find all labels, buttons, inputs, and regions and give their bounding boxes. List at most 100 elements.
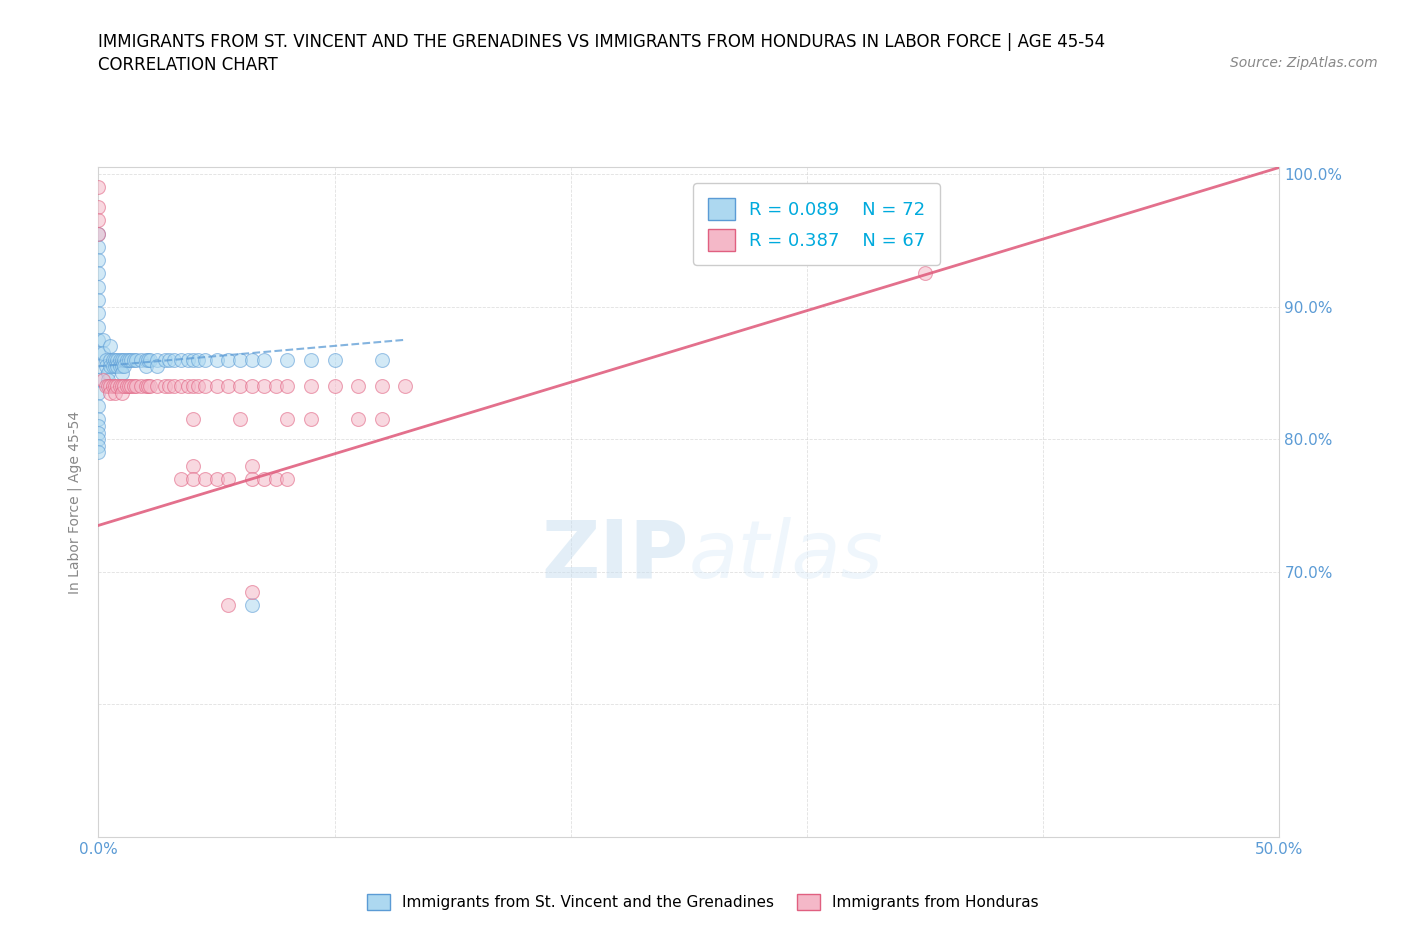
Text: IMMIGRANTS FROM ST. VINCENT AND THE GRENADINES VS IMMIGRANTS FROM HONDURAS IN LA: IMMIGRANTS FROM ST. VINCENT AND THE GREN… — [98, 33, 1105, 50]
Point — [136, 352, 159, 367]
Point — [121, 352, 143, 367]
Point — [299, 412, 322, 427]
Point — [87, 359, 110, 374]
Point — [98, 352, 121, 367]
Point — [87, 226, 110, 241]
Point — [98, 379, 121, 393]
Point — [98, 385, 121, 400]
Point — [101, 379, 124, 393]
Point — [98, 359, 121, 374]
Point — [118, 379, 141, 393]
Point — [91, 332, 114, 347]
Point — [276, 379, 298, 393]
Point — [87, 213, 110, 228]
Legend: R = 0.089    N = 72, R = 0.387    N = 67: R = 0.089 N = 72, R = 0.387 N = 67 — [693, 183, 939, 265]
Point — [108, 359, 131, 374]
Point — [105, 352, 128, 367]
Point — [87, 445, 110, 460]
Point — [87, 319, 110, 334]
Text: ZIP: ZIP — [541, 517, 689, 595]
Point — [97, 372, 120, 387]
Point — [108, 352, 131, 367]
Point — [240, 597, 263, 612]
Point — [163, 379, 186, 393]
Point — [112, 359, 135, 374]
Point — [111, 385, 134, 400]
Point — [153, 352, 176, 367]
Point — [115, 352, 138, 367]
Point — [323, 352, 346, 367]
Point — [101, 352, 124, 367]
Point — [87, 293, 110, 308]
Point — [129, 352, 152, 367]
Point — [170, 472, 193, 486]
Point — [108, 379, 131, 393]
Point — [104, 385, 127, 400]
Point — [91, 372, 114, 387]
Point — [187, 379, 209, 393]
Point — [125, 379, 148, 393]
Point — [87, 418, 110, 433]
Point — [217, 379, 239, 393]
Point — [104, 359, 127, 374]
Point — [240, 472, 263, 486]
Point — [146, 352, 169, 367]
Point — [97, 379, 120, 393]
Point — [299, 352, 322, 367]
Point — [371, 352, 394, 367]
Point — [181, 472, 204, 486]
Point — [299, 379, 322, 393]
Point — [87, 306, 110, 321]
Point — [157, 352, 180, 367]
Point — [157, 379, 180, 393]
Point — [87, 425, 110, 440]
Point — [139, 379, 162, 393]
Point — [240, 352, 263, 367]
Point — [347, 412, 370, 427]
Point — [105, 359, 128, 374]
Point — [122, 352, 145, 367]
Point — [253, 352, 276, 367]
Point — [101, 359, 124, 374]
Point — [87, 240, 110, 255]
Point — [240, 584, 263, 599]
Point — [129, 379, 152, 393]
Point — [104, 379, 127, 393]
Point — [253, 472, 276, 486]
Point — [105, 379, 128, 393]
Point — [87, 385, 110, 400]
Y-axis label: In Labor Force | Age 45-54: In Labor Force | Age 45-54 — [67, 411, 83, 593]
Point — [177, 379, 200, 393]
Point — [217, 597, 239, 612]
Point — [170, 379, 193, 393]
Point — [122, 379, 145, 393]
Point — [94, 359, 117, 374]
Point — [194, 352, 217, 367]
Point — [187, 352, 209, 367]
Point — [229, 352, 252, 367]
Point — [135, 359, 157, 374]
Point — [112, 379, 135, 393]
Point — [111, 352, 134, 367]
Point — [194, 379, 217, 393]
Point — [135, 352, 157, 367]
Point — [87, 432, 110, 446]
Point — [276, 472, 298, 486]
Point — [229, 379, 252, 393]
Point — [181, 458, 204, 473]
Point — [371, 379, 394, 393]
Point — [98, 339, 121, 353]
Legend: Immigrants from St. Vincent and the Grenadines, Immigrants from Honduras: Immigrants from St. Vincent and the Gren… — [360, 886, 1046, 918]
Point — [177, 352, 200, 367]
Point — [118, 352, 141, 367]
Point — [229, 412, 252, 427]
Point — [94, 379, 117, 393]
Point — [181, 412, 204, 427]
Point — [87, 200, 110, 215]
Point — [136, 379, 159, 393]
Point — [87, 372, 110, 387]
Point — [163, 352, 186, 367]
Text: Source: ZipAtlas.com: Source: ZipAtlas.com — [1230, 56, 1378, 70]
Point — [264, 379, 287, 393]
Point — [205, 379, 228, 393]
